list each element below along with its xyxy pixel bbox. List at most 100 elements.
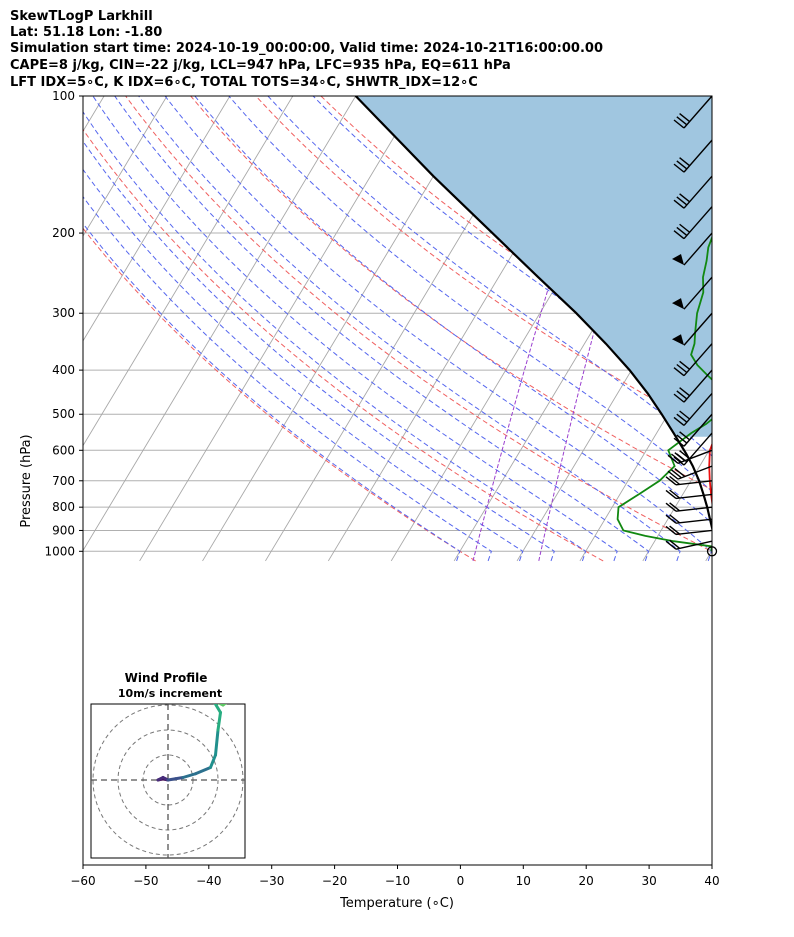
barb-shaft	[683, 413, 713, 447]
moist-adiabat	[114, 96, 650, 562]
wind-barb	[706, 546, 718, 557]
x-tick-label: 30	[641, 874, 656, 888]
x-tick-label: −40	[196, 874, 221, 888]
barb-flag	[676, 196, 688, 206]
moist-adiabat	[83, 168, 524, 562]
wind-barb	[673, 206, 713, 240]
barb-flag	[676, 160, 688, 170]
barb-shaft	[683, 276, 713, 310]
hodograph-segment	[214, 728, 220, 757]
wind-barbs	[665, 95, 718, 557]
barb-flag	[679, 410, 691, 420]
isotherm	[579, 339, 712, 562]
barb-shaft	[683, 232, 713, 266]
y-tick-label: 900	[52, 523, 75, 537]
mixing-ratio-line	[472, 96, 609, 562]
y-tick-label: 800	[52, 500, 75, 514]
barb-flag	[669, 514, 681, 524]
y-tick-label: 100	[52, 89, 75, 103]
stability-indices-line2: LFT IDX=5∘C, K IDX=6∘C, TOTAL TOTS=34∘C,…	[10, 75, 478, 90]
wind-barb	[665, 514, 713, 524]
barb-flag	[679, 450, 691, 460]
hodograph-segment	[194, 766, 212, 776]
moist-adiabat	[83, 195, 493, 562]
hodograph-plot	[91, 685, 245, 858]
isotherm	[83, 96, 357, 552]
moist-adiabat	[138, 96, 681, 562]
wind-barb	[673, 343, 713, 377]
y-axis-label: Pressure (hPa)	[19, 434, 34, 527]
wind-barb	[672, 232, 713, 266]
wind-barb	[672, 276, 713, 310]
barb-shaft	[683, 392, 713, 426]
location-text: Lat: 51.18 Lon: -1.80	[10, 25, 163, 40]
barb-shaft	[683, 369, 713, 403]
hodograph-title: Wind Profile	[125, 671, 208, 685]
moist-adiabat	[83, 140, 555, 562]
y-tick-label: 600	[52, 443, 75, 457]
dry-adiabat	[125, 96, 712, 553]
x-tick-label: 0	[457, 874, 465, 888]
barb-flag	[673, 367, 685, 377]
simulation-time-text: Simulation start time: 2024-10-19_00:00:…	[10, 41, 603, 56]
barb-shaft	[677, 449, 713, 464]
barb-shaft	[675, 540, 713, 550]
sounding-traces	[354, 96, 712, 552]
barb-flag	[673, 393, 685, 403]
barb-shaft	[683, 343, 713, 377]
wind-barb	[665, 489, 713, 500]
x-tick-label: −10	[385, 874, 410, 888]
barb-flag	[673, 437, 685, 447]
moist-adiabat	[92, 96, 618, 562]
barb-shaft	[675, 506, 713, 512]
chart-title: SkewTLogP Larkhill	[10, 9, 153, 24]
barb-flag	[673, 163, 685, 173]
x-tick-label: −60	[70, 874, 95, 888]
temperature-trace	[708, 442, 712, 508]
barb-flag	[665, 525, 677, 536]
x-tick-label: 10	[516, 874, 531, 888]
wind-barb	[665, 539, 713, 550]
barb-flag	[679, 223, 691, 233]
barb-pennant	[672, 334, 684, 346]
wind-barb	[673, 95, 713, 129]
barb-flag	[669, 539, 681, 549]
x-tick-label: −20	[322, 874, 347, 888]
barb-shaft	[683, 95, 713, 129]
calm-circle	[706, 546, 718, 557]
y-tick-label: 200	[52, 226, 75, 240]
hodograph-segment	[228, 685, 233, 698]
barb-flag	[679, 387, 691, 397]
wind-barb	[673, 175, 713, 209]
barb-flag	[673, 119, 685, 129]
hodograph-segment	[216, 711, 222, 732]
y-tick-label: 300	[52, 306, 75, 320]
moist-adiabat	[83, 111, 587, 562]
barb-shaft	[675, 529, 713, 536]
isotherm	[769, 96, 794, 561]
x-tick-label: −50	[133, 874, 158, 888]
barb-shaft	[683, 312, 713, 346]
y-tick-label: 400	[52, 363, 75, 377]
wind-barb	[673, 392, 713, 426]
barb-flag	[673, 230, 685, 240]
barb-shaft	[683, 432, 713, 466]
dewpoint-trace	[616, 235, 712, 552]
barb-flag	[669, 489, 681, 499]
barb-flag	[676, 226, 688, 237]
barb-flag	[665, 476, 677, 486]
barb-shaft	[683, 175, 713, 209]
barb-flag	[679, 157, 691, 167]
barb-shaft	[683, 139, 713, 173]
barb-flag	[679, 193, 691, 203]
barb-flag	[669, 475, 681, 485]
barb-flag	[676, 116, 688, 126]
isotherm	[83, 96, 168, 237]
wind-barb	[672, 312, 713, 346]
wind-barb	[665, 475, 713, 486]
isotherm	[83, 96, 231, 342]
barb-flag	[669, 502, 681, 512]
wind-barb	[673, 432, 713, 466]
dry-adiabat	[83, 227, 476, 562]
